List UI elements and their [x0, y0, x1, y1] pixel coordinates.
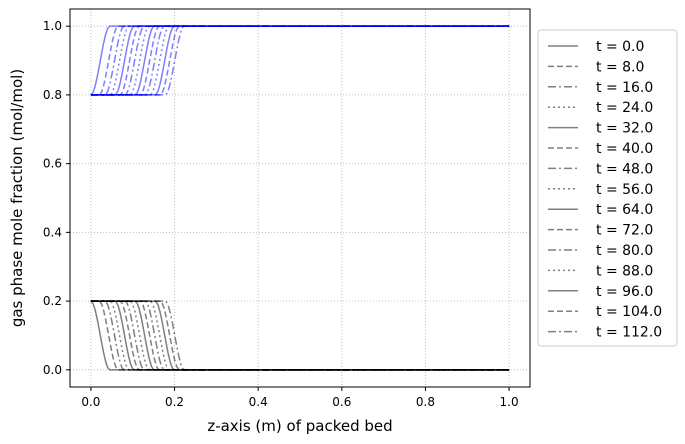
x-tick-label: 0.0 [81, 395, 100, 409]
legend-label: t = 32.0 [596, 121, 653, 137]
legend-label: t = 16.0 [596, 80, 653, 96]
legend-label: t = 104.0 [596, 304, 662, 320]
x-ticks: 0.0 0.2 0.4 0.6 0.8 1.0 [81, 387, 519, 409]
component-1-line [90, 25, 510, 96]
legend-label: t = 56.0 [596, 182, 653, 198]
plot-frame [69, 8, 531, 388]
series-lines [90, 25, 510, 371]
y-tick-label: 0.8 [43, 88, 62, 102]
legend-label: t = 80.0 [596, 243, 653, 259]
component-2-line [90, 300, 510, 371]
legend-label: t = 8.0 [596, 59, 644, 75]
y-tick-label: 0.6 [43, 157, 62, 171]
legend-label: t = 24.0 [596, 100, 653, 116]
x-tick-label: 0.6 [332, 395, 351, 409]
legend-label: t = 40.0 [596, 141, 653, 157]
legend-label: t = 48.0 [596, 161, 653, 177]
y-tick-label: 1.0 [43, 19, 62, 33]
x-tick-label: 1.0 [500, 395, 519, 409]
y-tick-label: 0.2 [43, 294, 62, 308]
legend-label: t = 0.0 [596, 39, 644, 55]
legend-label: t = 72.0 [596, 223, 653, 239]
y-tick-label: 0.4 [43, 225, 62, 239]
y-ticks: 0.0 0.2 0.4 0.6 0.8 1.0 [43, 19, 70, 377]
legend-label: t = 112.0 [596, 325, 662, 341]
legend-label: t = 88.0 [596, 263, 653, 279]
legend-box [537, 29, 678, 347]
y-tick-label: 0.0 [43, 363, 62, 377]
y-axis-label: gas phase mole fraction (mol/mol) [8, 69, 26, 327]
grid [70, 9, 530, 387]
x-tick-label: 0.2 [165, 395, 184, 409]
x-tick-label: 0.8 [416, 395, 435, 409]
legend: t = 0.0 t = 8.0 t = 16.0 t = 24.0 t = 32.0 t … [537, 29, 678, 347]
x-axis-label: z-axis (m) of packed bed [207, 417, 392, 435]
legend-label: t = 64.0 [596, 202, 653, 218]
legend-label: t = 96.0 [596, 284, 653, 300]
x-tick-label: 0.4 [249, 395, 268, 409]
